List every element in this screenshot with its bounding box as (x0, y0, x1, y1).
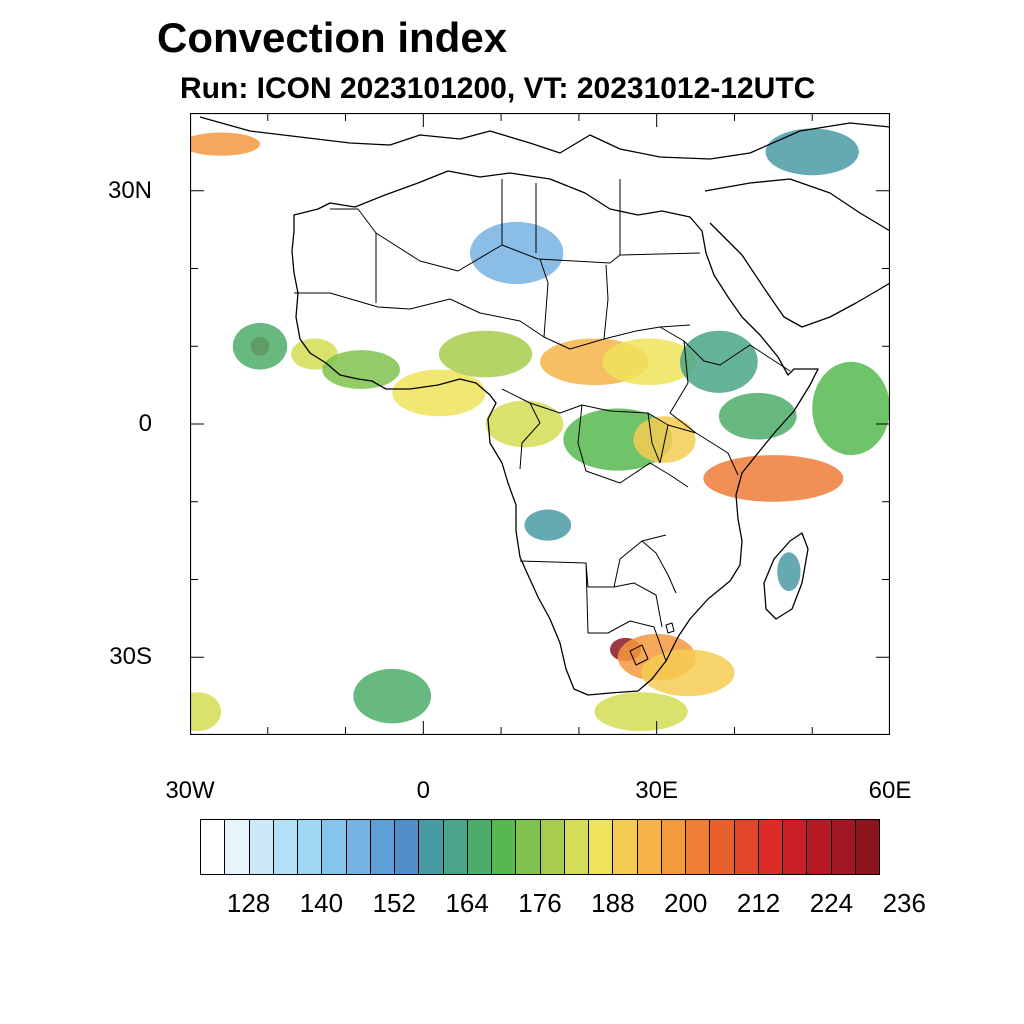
country-borders (294, 179, 791, 666)
colorbar-label: 152 (372, 888, 416, 918)
colorbar-swatch (395, 820, 420, 874)
colorbar-swatch (613, 820, 638, 874)
x-tick-label: 0 (416, 777, 431, 804)
y-tick-label: 30N (107, 176, 152, 204)
convection-cell-10 (602, 338, 696, 386)
border-sahel (294, 258, 691, 350)
convection-cell-16 (718, 392, 797, 440)
convection-cell-6 (392, 369, 486, 417)
convection-cell-24 (777, 552, 801, 592)
colorbar-swatch (855, 820, 879, 874)
convection-cell-22 (594, 692, 688, 732)
colorbar-swatch (492, 820, 517, 874)
colorbar-swatch (758, 820, 783, 874)
y-tick-label: 30S (109, 643, 152, 671)
colorbar-swatch (322, 820, 347, 874)
convection-cell-13 (680, 330, 758, 393)
convection-cell-15 (812, 361, 890, 456)
border-lesotho (629, 644, 649, 666)
colorbar-swatch (564, 820, 589, 874)
convection-field (174, 128, 890, 732)
colorbar-swatch (540, 820, 565, 874)
coastlines (199, 116, 891, 696)
colorbar-swatch (346, 820, 371, 874)
europe-coastline (199, 116, 891, 160)
arabia-coastline (704, 178, 891, 328)
colorbar-swatch (807, 820, 832, 874)
map-panel[interactable] (174, 112, 891, 736)
colorbar-swatch (686, 820, 711, 874)
colorbar-label: 140 (299, 888, 344, 918)
colorbar-swatch (443, 820, 468, 874)
convection-cell-25 (353, 668, 432, 724)
colorbar-swatch (516, 820, 541, 874)
x-tick-label: 30E (635, 777, 679, 804)
convection-cell-21 (641, 649, 735, 697)
border-eswatini (665, 622, 675, 634)
colorbar-label: 224 (809, 888, 854, 918)
border-north (330, 179, 701, 303)
border-east (659, 326, 791, 476)
colorbar-swatch (710, 820, 735, 874)
colorbar-label: 176 (518, 888, 562, 918)
y-tick-label: 0 (138, 410, 152, 437)
colorbar-swatch (467, 820, 492, 874)
colorbar-swatch (589, 820, 614, 874)
colorbar-swatch (419, 820, 444, 874)
colorbar-label: 164 (445, 888, 489, 918)
convection-cell-5 (322, 350, 400, 390)
colorbar-label: 128 (226, 888, 271, 918)
colorbar-label: 188 (591, 888, 635, 918)
map-title: Convection index (157, 14, 508, 61)
map-subtitle: Run: ICON 2023101200, VT: 20231012-12UTC (180, 72, 816, 105)
colorbar-swatch (225, 820, 250, 874)
colorbar-label: 236 (882, 888, 926, 918)
colorbar-swatch (370, 820, 395, 874)
colorbar-swatch (298, 820, 323, 874)
colorbar (200, 819, 880, 875)
convection-cell-1 (182, 132, 260, 156)
convection-cell-14 (703, 455, 844, 502)
convection-cell-7 (438, 330, 533, 378)
colorbar-swatch (734, 820, 759, 874)
colorbar-swatch (637, 820, 662, 874)
border-central (501, 388, 689, 488)
convection-cell-18 (470, 221, 564, 285)
colorbar-swatch (831, 820, 856, 874)
colorbar-label: 212 (736, 888, 781, 918)
convection-cell-3 (232, 322, 288, 370)
convection-cell-8 (485, 400, 564, 448)
colorbar-swatch (249, 820, 274, 874)
colorbar-swatch (273, 820, 298, 874)
colorbar-swatch (661, 820, 686, 874)
x-tick-label: 30W (165, 777, 215, 804)
colorbar-label: 200 (664, 888, 708, 918)
africa-coastline (291, 170, 819, 696)
madagascar-coastline (763, 532, 809, 620)
convection-map (174, 112, 891, 736)
border-south (519, 534, 677, 662)
x-tick-label: 60E (868, 777, 912, 804)
colorbar-swatch (201, 820, 226, 874)
convection-cell-17 (765, 128, 859, 176)
colorbar-swatch (783, 820, 808, 874)
convection-cell-23 (524, 509, 572, 541)
